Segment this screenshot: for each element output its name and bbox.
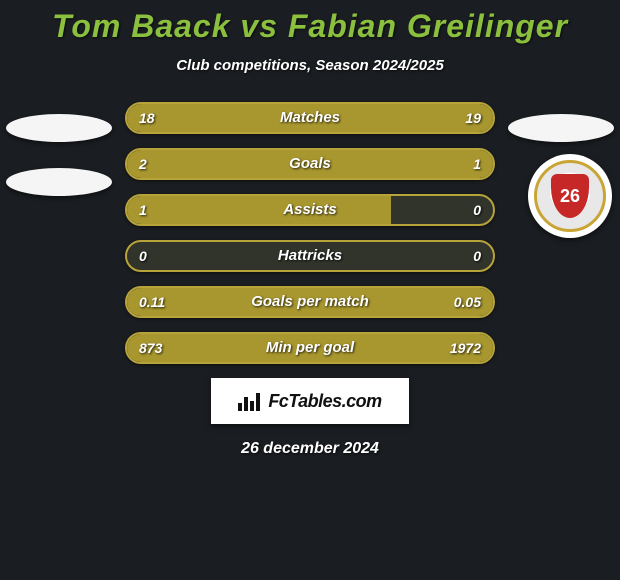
- stat-value-left: 0.11: [139, 288, 165, 316]
- stat-value-right: 0.05: [454, 288, 481, 316]
- stat-row: Matches1819: [125, 102, 495, 134]
- stat-label: Hattricks: [127, 242, 493, 270]
- comparison-subtitle: Club competitions, Season 2024/2025: [0, 57, 620, 74]
- stat-fill-left: [127, 196, 391, 224]
- stat-value-right: 1: [473, 150, 481, 178]
- stat-row: Goals per match0.110.05: [125, 286, 495, 318]
- stat-value-left: 1: [139, 196, 147, 224]
- player-left-avatar-placeholder-1: [6, 114, 112, 142]
- player-right-avatar-placeholder: [508, 114, 614, 142]
- crest-number: 26: [560, 186, 580, 207]
- stat-value-left: 873: [139, 334, 162, 362]
- footer-brand-text: FcTables.com: [268, 391, 381, 412]
- footer-brand-box: FcTables.com: [211, 378, 409, 424]
- stat-bars-container: Matches1819Goals21Assists10Hattricks00Go…: [125, 102, 495, 364]
- stat-value-right: 1972: [450, 334, 481, 362]
- stat-value-left: 0: [139, 242, 147, 270]
- bar-chart-icon: [238, 391, 262, 411]
- stat-fill-left: [127, 150, 372, 178]
- stat-value-right: 0: [473, 242, 481, 270]
- shield-icon: 26: [551, 174, 589, 218]
- stat-value-right: 19: [465, 104, 481, 132]
- comparison-title: Tom Baack vs Fabian Greilinger: [0, 0, 620, 45]
- snapshot-date: 26 december 2024: [0, 440, 620, 458]
- player-left-avatar-placeholder-2: [6, 168, 112, 196]
- stat-row: Min per goal8731972: [125, 332, 495, 364]
- player-right-club-crest: 26: [528, 154, 612, 238]
- stat-row: Assists10: [125, 194, 495, 226]
- stat-row: Hattricks0 0: [125, 240, 495, 272]
- stat-row: Goals21: [125, 148, 495, 180]
- stat-value-left: 18: [139, 104, 155, 132]
- stat-value-left: 2: [139, 150, 147, 178]
- main-area: 26 Matches1819Goals21Assists10Hattricks0…: [0, 102, 620, 364]
- stat-value-right: 0: [473, 196, 481, 224]
